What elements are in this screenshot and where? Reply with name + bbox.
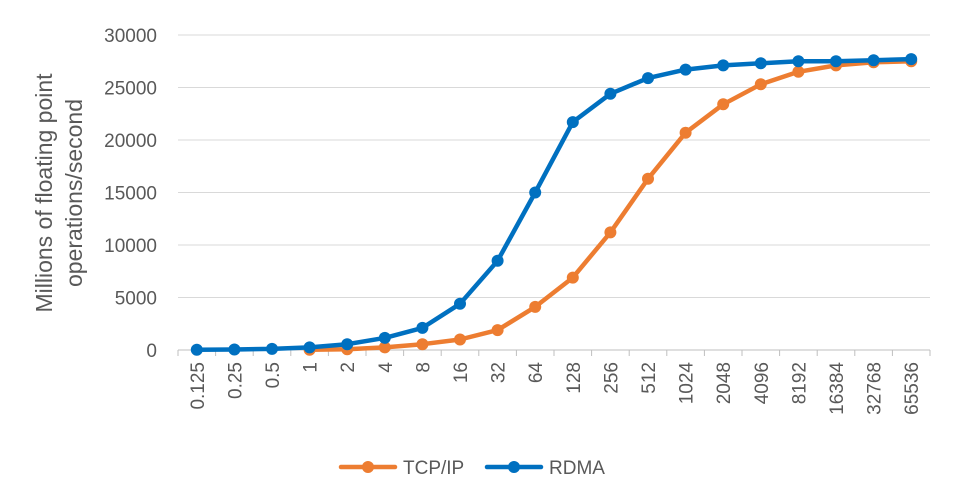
- x-tick-label: 2048: [714, 362, 735, 404]
- data-point: [642, 172, 654, 185]
- series-line: [307, 59, 914, 353]
- legend-item-rdma: RDMA: [484, 458, 605, 479]
- data-point: [416, 321, 429, 334]
- data-point: [792, 55, 805, 68]
- y-tick-label: 30000: [104, 26, 157, 47]
- y-tick-label: 20000: [104, 131, 157, 152]
- data-point: [642, 72, 654, 85]
- legend-label: RDMA: [549, 458, 605, 479]
- data-point: [905, 53, 918, 66]
- y-tick-label: 5000: [115, 289, 157, 310]
- data-point: [228, 343, 241, 356]
- data-point: [529, 300, 542, 313]
- x-tick-label: 512: [639, 362, 660, 394]
- y-tick-label: 15000: [104, 184, 157, 205]
- data-point: [604, 226, 617, 239]
- data-point: [266, 342, 278, 355]
- data-point: [529, 186, 542, 199]
- data-point: [454, 297, 466, 310]
- x-tick-label: 0.5: [263, 362, 284, 388]
- data-point: [604, 87, 617, 100]
- data-point: [679, 63, 692, 76]
- x-tick-label: 2: [338, 362, 359, 373]
- x-tick-label: 64: [526, 362, 547, 384]
- x-tick-label: 4: [376, 362, 397, 373]
- x-tick-label: 256: [601, 362, 622, 394]
- x-tick-label: 0.25: [225, 362, 246, 399]
- data-point: [454, 333, 466, 346]
- y-tick-label: 0: [146, 341, 157, 362]
- y-axis-title: Millions of floating point operations/se…: [31, 73, 87, 313]
- x-tick-label: 4096: [752, 362, 773, 404]
- x-tick-label: 8: [413, 362, 434, 373]
- data-point: [491, 254, 504, 267]
- data-point: [867, 54, 880, 67]
- series-tcp-ip: [303, 55, 918, 356]
- x-tick-label: 32: [489, 362, 510, 383]
- data-point: [491, 324, 504, 337]
- x-tick-label: 1024: [677, 362, 698, 405]
- data-point: [566, 271, 579, 284]
- y-axis-title-line-2: operations/second: [61, 99, 87, 287]
- y-axis-title-line-1: Millions of floating point: [31, 73, 57, 313]
- x-tick-label: 16384: [827, 362, 848, 415]
- data-point: [792, 65, 805, 78]
- gridlines: [178, 34, 930, 298]
- x-tick-label: 0.125: [188, 362, 209, 410]
- x-tick-label: 32768: [865, 362, 886, 415]
- x-tick-label: 16: [451, 362, 472, 383]
- data-point: [717, 59, 730, 72]
- series-rdma: [190, 53, 918, 356]
- data-point: [341, 338, 354, 351]
- data-point: [416, 338, 429, 351]
- y-tick-label: 10000: [104, 236, 157, 257]
- legend-item-tcp-ip: TCP/IP: [338, 458, 464, 479]
- y-axis: 0 5000 10000 15000 20000 25000 30000: [104, 26, 157, 362]
- data-point: [303, 341, 316, 354]
- series-line: [194, 56, 914, 353]
- data-point: [754, 57, 767, 70]
- data-point: [378, 341, 391, 354]
- data-point: [378, 331, 391, 344]
- x-axis: 0.125 0.25 0.5 1 2 4 8 16 32 64 128 256 512 1024 2048 4…: [177, 349, 931, 415]
- x-tick-label: 1: [301, 362, 322, 373]
- series-layer: [190, 53, 918, 356]
- data-point: [566, 116, 579, 129]
- x-tick-label: 128: [564, 362, 585, 394]
- legend-marker: [508, 461, 520, 473]
- x-tick-label: 8192: [789, 362, 810, 404]
- data-point: [679, 126, 692, 139]
- data-point: [830, 55, 842, 68]
- data-point: [754, 78, 767, 91]
- data-point: [190, 343, 203, 356]
- legend-label: TCP/IP: [403, 458, 464, 479]
- legend-marker: [362, 461, 374, 473]
- x-tick-label: 65536: [902, 362, 923, 415]
- y-tick-label: 25000: [104, 79, 157, 100]
- legend: TCP/IP RDMA: [338, 458, 605, 479]
- data-point: [717, 98, 730, 111]
